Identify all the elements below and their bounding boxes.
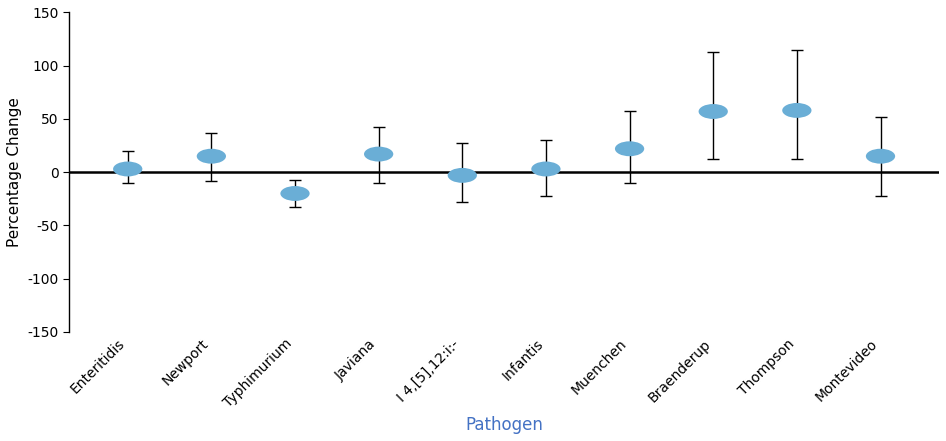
X-axis label: Pathogen: Pathogen bbox=[465, 416, 543, 434]
Ellipse shape bbox=[364, 146, 394, 161]
Y-axis label: Percentage Change: Percentage Change bbox=[7, 97, 22, 247]
Ellipse shape bbox=[782, 103, 812, 118]
Ellipse shape bbox=[866, 149, 895, 164]
Ellipse shape bbox=[280, 186, 309, 201]
Ellipse shape bbox=[114, 161, 142, 176]
Ellipse shape bbox=[532, 161, 561, 176]
Ellipse shape bbox=[447, 168, 477, 183]
Ellipse shape bbox=[615, 141, 644, 156]
Ellipse shape bbox=[698, 104, 727, 119]
Ellipse shape bbox=[197, 149, 226, 164]
